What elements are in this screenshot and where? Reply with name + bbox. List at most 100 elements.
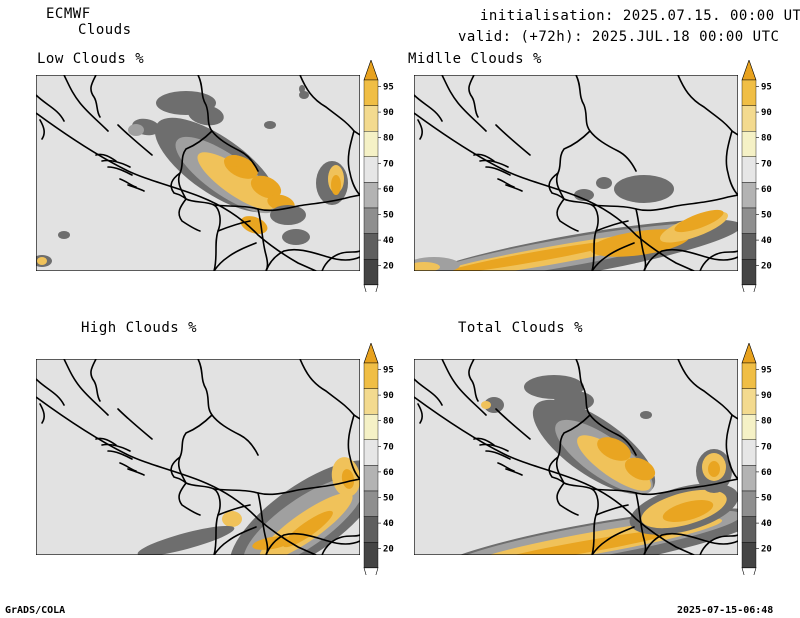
colorbar-label: 50 (761, 211, 772, 221)
cloud-cell (282, 229, 310, 245)
panel-title-high: High Clouds % (81, 320, 198, 336)
map-middle-clouds (414, 75, 738, 271)
cloud-cell (341, 469, 355, 489)
border-line (591, 478, 738, 496)
border-line (95, 153, 117, 162)
border-line (178, 482, 201, 516)
cloud-cell (574, 189, 594, 201)
cloud-cell (283, 510, 333, 548)
border-line (595, 220, 629, 232)
border-line (117, 124, 153, 156)
border-line (36, 94, 65, 122)
border-line (643, 248, 738, 271)
map-svg (414, 359, 738, 555)
border-line (213, 526, 257, 555)
colorbar-swatch (741, 182, 757, 209)
colorbar-label: 90 (761, 391, 772, 401)
colorbar-swatch (741, 541, 757, 568)
border-line (468, 359, 479, 402)
colorbar-label: 95 (761, 83, 772, 93)
colorbar-swatch (741, 105, 757, 132)
border-line (347, 414, 360, 480)
colorbar-swatch (741, 465, 757, 492)
border-line (127, 468, 145, 476)
colorbar-swatch (363, 156, 379, 183)
country-borders (414, 75, 738, 271)
cloud-cell (331, 175, 341, 195)
border-line (485, 166, 511, 176)
border-line (441, 75, 487, 132)
colorbar-swatch (741, 233, 757, 260)
border-line (39, 403, 45, 424)
colorbar-label: 40 (761, 519, 772, 529)
border-line (725, 414, 738, 480)
colorbar-label: 70 (761, 442, 772, 452)
border-line (101, 159, 131, 168)
colorbar-label: 80 (761, 417, 772, 427)
colorbar-low: 95 90 80 70 60 50 40 20 (363, 60, 394, 292)
border-line (591, 194, 738, 212)
panel-title-low: Low Clouds % (37, 51, 145, 67)
valid-time: valid: (+72h): 2025.JUL.18 00:00 UTC (458, 29, 780, 45)
border-line (495, 408, 531, 440)
colorbar-label: 70 (383, 442, 394, 452)
colorbar-label: 20 (761, 545, 772, 555)
border-line (495, 124, 531, 156)
border-line (217, 504, 251, 516)
border-line (170, 456, 187, 484)
border-line (299, 75, 360, 136)
colorbar-swatch (741, 439, 757, 466)
border-line (213, 194, 360, 212)
cloud-cell (37, 257, 47, 265)
country-borders (36, 75, 360, 271)
cloud-cell (484, 397, 504, 413)
border-line (548, 172, 565, 200)
border-line (699, 534, 738, 555)
colorbar-middle: 95 90 80 70 60 50 40 20 (741, 60, 772, 292)
colorbar-swatch (363, 541, 379, 568)
cloud-cell (299, 85, 305, 93)
colorbar-label: 40 (383, 519, 394, 529)
colorbar-label: 90 (383, 391, 394, 401)
colorbar-arrow-top (741, 343, 757, 364)
border-line (63, 75, 109, 132)
colorbar-label: 80 (761, 134, 772, 144)
border-line (178, 198, 201, 232)
country-borders (36, 359, 360, 555)
border-line (213, 478, 360, 496)
border-line (265, 532, 360, 555)
colorbar-swatch (741, 156, 757, 183)
colorbar-swatch (741, 516, 757, 543)
border-line (177, 414, 213, 484)
colorbar-swatch (741, 207, 757, 234)
colorbar-swatch (363, 516, 379, 543)
country-borders (414, 359, 738, 555)
cloud-cell (299, 91, 309, 99)
colorbar-arrow-bottom (741, 284, 757, 292)
border-line (117, 408, 153, 440)
colorbar-swatch (741, 130, 757, 157)
border-line (63, 359, 109, 416)
colorbar-label: 20 (383, 545, 394, 555)
map-high-clouds (36, 359, 360, 555)
colorbar-label: 95 (383, 83, 394, 93)
map-svg (36, 359, 360, 555)
border-line (479, 443, 509, 452)
colorbar-label: 40 (761, 236, 772, 246)
colorbar-swatch (741, 388, 757, 415)
border-line (127, 184, 145, 192)
map-total-clouds (414, 359, 738, 555)
border-line (90, 75, 101, 118)
border-line (321, 534, 360, 555)
colorbar-swatch (363, 233, 379, 260)
border-line (39, 119, 45, 140)
border-line (548, 456, 565, 484)
map-low-clouds (36, 75, 360, 271)
cloud-cell (128, 124, 144, 136)
colorbar-arrow-top (363, 343, 379, 364)
border-line (36, 378, 65, 406)
colorbar-arrow-top (741, 60, 757, 81)
border-line (555, 130, 591, 200)
colorbar-total: 95 90 80 70 60 50 40 20 (741, 343, 772, 575)
colorbar-label: 50 (761, 494, 772, 504)
